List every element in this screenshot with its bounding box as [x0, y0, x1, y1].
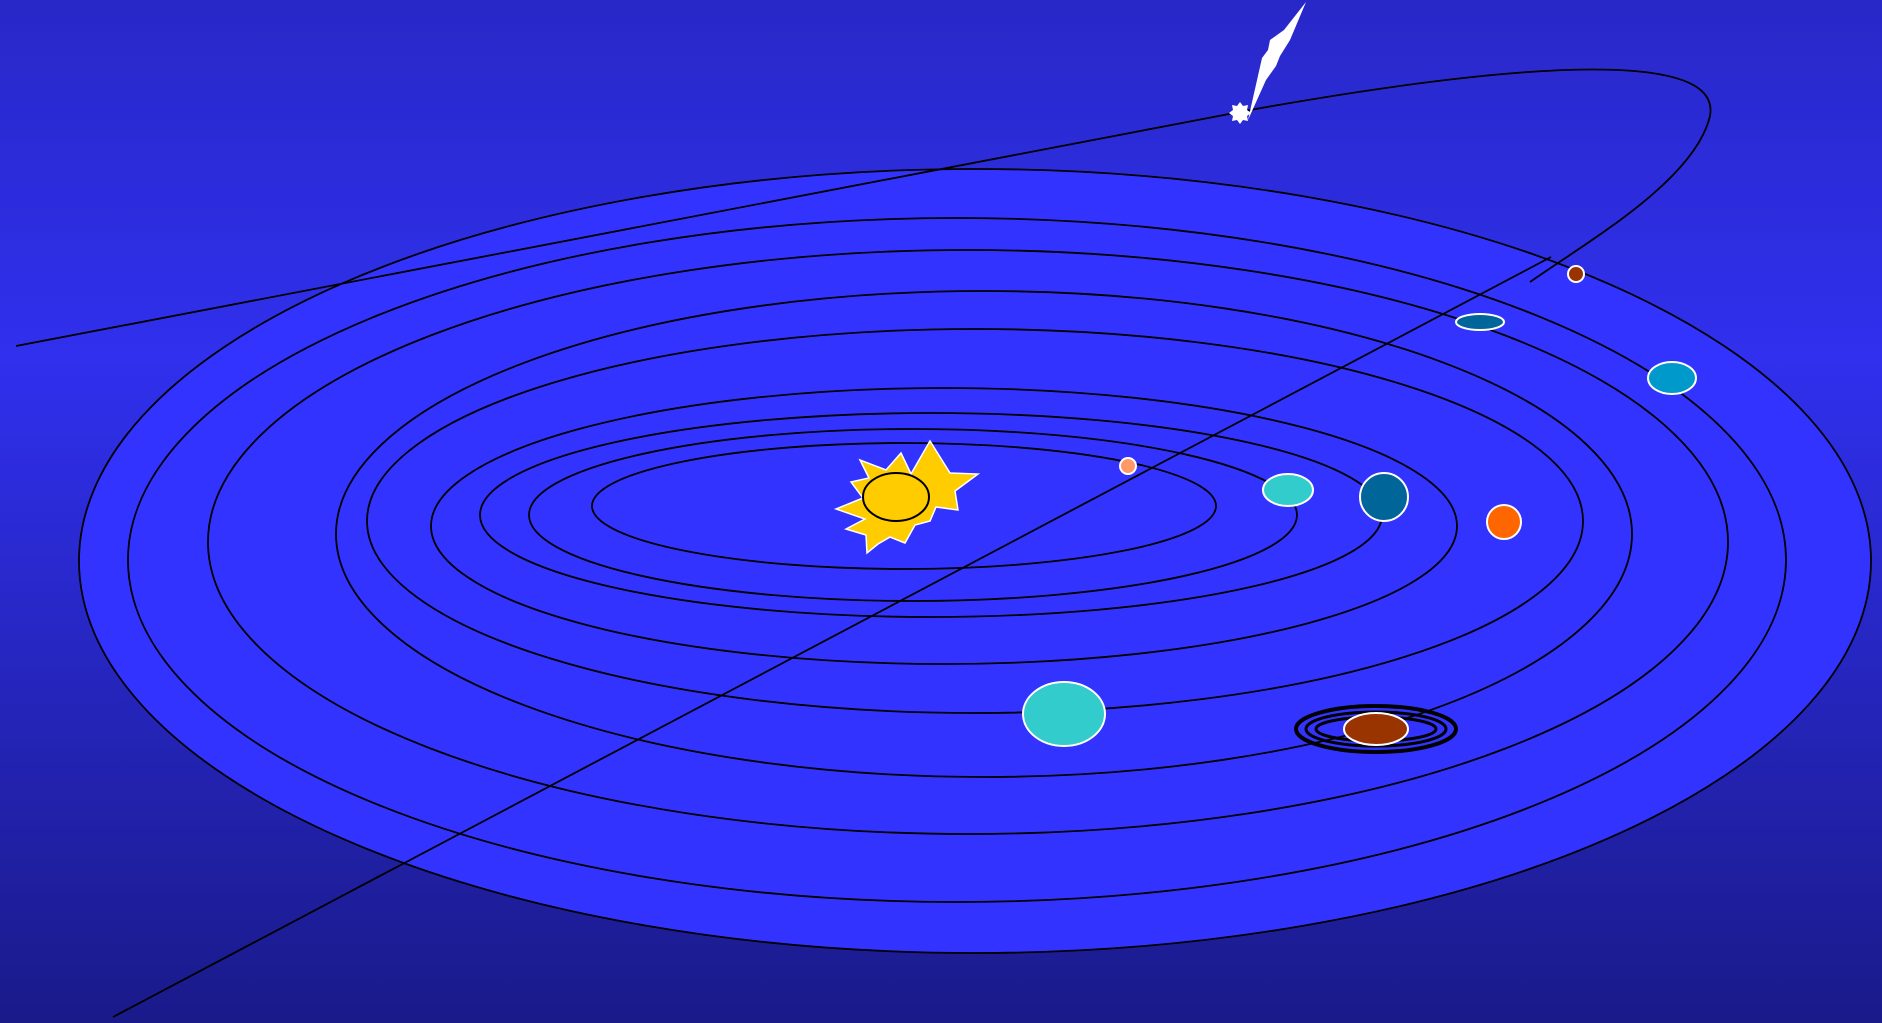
orbit-4 — [430, 387, 1458, 665]
orbit-8 — [127, 217, 1787, 903]
venus-icon — [1262, 473, 1314, 507]
orbit-2 — [528, 428, 1298, 602]
uranus-icon — [1455, 313, 1505, 331]
orbit-7 — [207, 249, 1729, 835]
comet-tail — [1248, 2, 1306, 120]
comet-nucleus — [1229, 102, 1251, 124]
orbit-1 — [591, 442, 1217, 570]
comet-icon — [1229, 2, 1306, 124]
orbit-6 — [335, 290, 1633, 778]
inclined-orbit-track — [112, 256, 1552, 1018]
comet-orbit — [15, 68, 1712, 347]
neptune-icon — [1647, 361, 1697, 395]
mercury-icon — [1119, 457, 1137, 475]
jupiter-icon — [1022, 681, 1106, 747]
mars-icon — [1486, 504, 1522, 540]
pluto-icon — [1567, 265, 1585, 283]
sun-icon — [833, 439, 981, 555]
saturn-ring-outer — [1294, 704, 1458, 754]
orbit-5 — [366, 328, 1584, 714]
saturn-icon — [1294, 704, 1458, 754]
planets — [1022, 265, 1697, 754]
orbits — [127, 217, 1787, 903]
earth-icon — [1359, 472, 1409, 522]
